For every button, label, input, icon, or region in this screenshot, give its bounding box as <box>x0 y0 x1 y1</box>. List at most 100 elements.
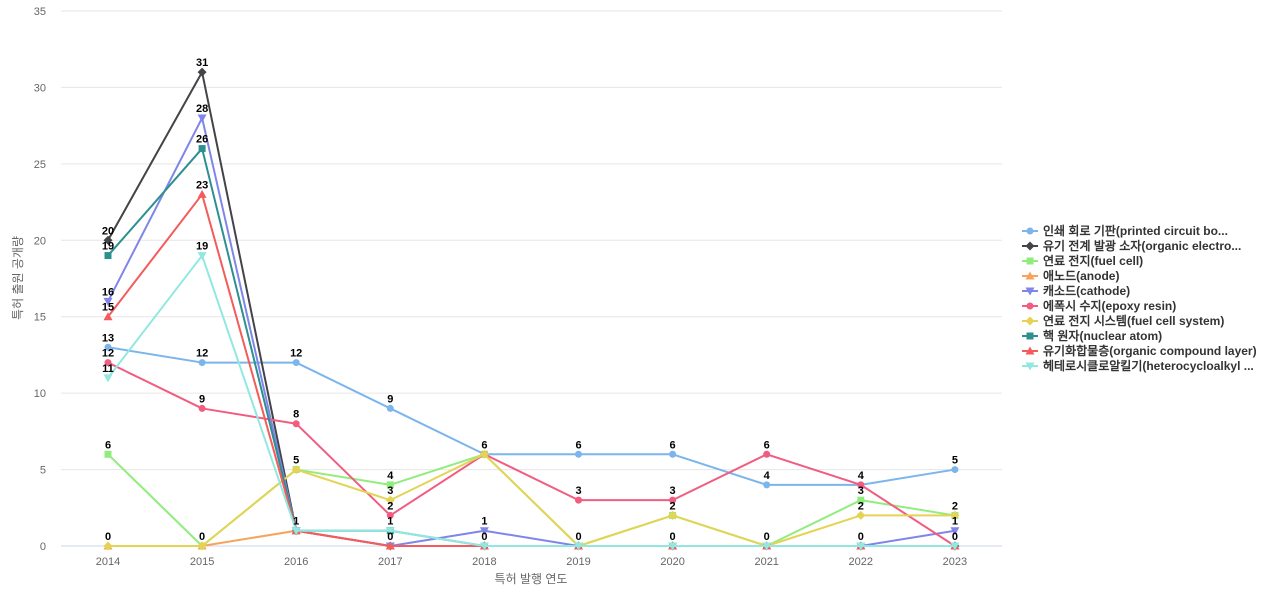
legend-item[interactable]: 유기화합물층(organic compound layer) <box>1022 343 1257 358</box>
data-point <box>386 511 394 519</box>
data-point <box>574 542 583 551</box>
data-point <box>951 466 959 474</box>
data-point <box>669 450 677 458</box>
data-label: 11 <box>102 363 114 375</box>
data-label: 6 <box>764 439 770 451</box>
data-point <box>291 465 301 475</box>
data-label: 0 <box>387 531 393 543</box>
data-point <box>103 541 113 551</box>
series-line <box>107 193 955 547</box>
data-point <box>668 542 678 551</box>
y-tick-label: 30 <box>34 82 46 94</box>
data-label: 16 <box>102 286 114 298</box>
x-tick-label: 2016 <box>284 556 308 568</box>
data-point <box>479 527 489 536</box>
data-label: 4 <box>764 470 771 482</box>
data-label: 0 <box>105 531 111 543</box>
data-point <box>104 343 112 351</box>
data-label: 0 <box>858 531 864 543</box>
data-label: 0 <box>670 531 676 543</box>
legend-item[interactable]: 애노드(anode) <box>1022 268 1119 283</box>
data-label: 1 <box>293 516 299 528</box>
data-point <box>950 527 960 536</box>
data-label: 3 <box>387 485 393 497</box>
data-label: 6 <box>670 439 676 451</box>
data-point <box>104 359 112 367</box>
data-label: 19 <box>102 241 114 253</box>
data-point <box>197 541 207 551</box>
legend: 인쇄 회로 기판(printed circuit bo...유기 전계 발광 소… <box>1022 223 1257 373</box>
data-point <box>103 374 113 383</box>
legend-item[interactable]: 연료 전지(fuel cell) <box>1022 253 1143 268</box>
data-point <box>197 67 207 77</box>
legend-item[interactable]: 핵 원자(nuclear atom) <box>1022 328 1162 343</box>
legend-item[interactable]: 에폭시 수지(epoxy resin) <box>1022 298 1176 313</box>
data-label: 6 <box>481 439 487 451</box>
data-point <box>198 145 206 153</box>
x-tick-label: 2015 <box>190 556 214 568</box>
legend-symbol <box>1025 316 1035 326</box>
data-point <box>856 542 866 551</box>
y-axis-title: 특허 출원 공개량 <box>11 236 25 320</box>
data-point <box>669 496 677 504</box>
y-axis: 0 5 10 15 20 25 30 35 <box>34 6 46 553</box>
data-point <box>950 542 960 551</box>
data-label: 31 <box>196 57 208 69</box>
data-label: 3 <box>575 485 581 497</box>
data-label: 1 <box>952 516 958 528</box>
data-point <box>479 449 489 459</box>
legend-item[interactable]: 헤테로시클로알킬기(heterocycloalkyl ... <box>1022 358 1254 373</box>
data-label: 19 <box>196 241 208 253</box>
data-label: 26 <box>196 134 208 146</box>
y-tick-label: 20 <box>34 235 46 247</box>
legend-symbol <box>1025 271 1035 280</box>
x-tick-label: 2021 <box>754 556 778 568</box>
legend-label: 연료 전지(fuel cell) <box>1043 253 1143 268</box>
data-point <box>763 450 771 458</box>
legend-symbol <box>1026 257 1034 265</box>
y-tick-label: 5 <box>40 465 46 477</box>
series-line <box>107 346 956 486</box>
data-label: 0 <box>481 531 487 543</box>
data-label: 6 <box>575 439 581 451</box>
data-point <box>198 359 206 367</box>
data-label: 4 <box>387 470 394 482</box>
data-point <box>103 297 113 306</box>
data-label: 0 <box>199 531 205 543</box>
legend-label: 유기화합물층(organic compound layer) <box>1043 343 1257 358</box>
legend-symbol <box>1025 287 1035 296</box>
y-tick-label: 35 <box>34 6 46 18</box>
data-point <box>950 510 960 520</box>
data-point <box>198 404 206 412</box>
data-point <box>104 252 112 260</box>
legend-item[interactable]: 연료 전지 시스템(fuel cell system) <box>1022 313 1224 328</box>
y-tick-label: 15 <box>34 312 46 324</box>
data-point <box>575 450 582 458</box>
series-line <box>108 453 955 547</box>
x-tick-label: 2019 <box>566 556 590 568</box>
data-label: 1 <box>481 516 487 528</box>
legend-item[interactable]: 인쇄 회로 기판(printed circuit bo... <box>1022 223 1228 238</box>
data-point <box>857 481 865 489</box>
data-label: 3 <box>670 485 676 497</box>
y-tick-label: 10 <box>34 388 46 400</box>
gridlines <box>61 10 1002 547</box>
data-point <box>575 496 582 504</box>
data-point <box>386 481 394 489</box>
legend-item[interactable]: 유기 전계 발광 소자(organic electro... <box>1022 238 1241 253</box>
data-label: 20 <box>102 225 114 237</box>
data-label: 3 <box>858 485 864 497</box>
data-label: 0 <box>764 531 770 543</box>
data-label: 1 <box>387 516 393 528</box>
data-point <box>385 527 395 536</box>
legend-label: 연료 전지 시스템(fuel cell system) <box>1043 313 1224 328</box>
series-line <box>107 254 955 547</box>
legend-label: 헤테로시클로알킬기(heterocycloalkyl ... <box>1043 358 1254 373</box>
legend-symbol <box>1025 346 1035 355</box>
series-10 <box>103 252 960 551</box>
legend-item[interactable]: 캐소드(cathode) <box>1022 284 1130 298</box>
data-point <box>103 312 113 321</box>
x-tick-label: 2014 <box>96 556 120 568</box>
data-point <box>292 420 300 428</box>
